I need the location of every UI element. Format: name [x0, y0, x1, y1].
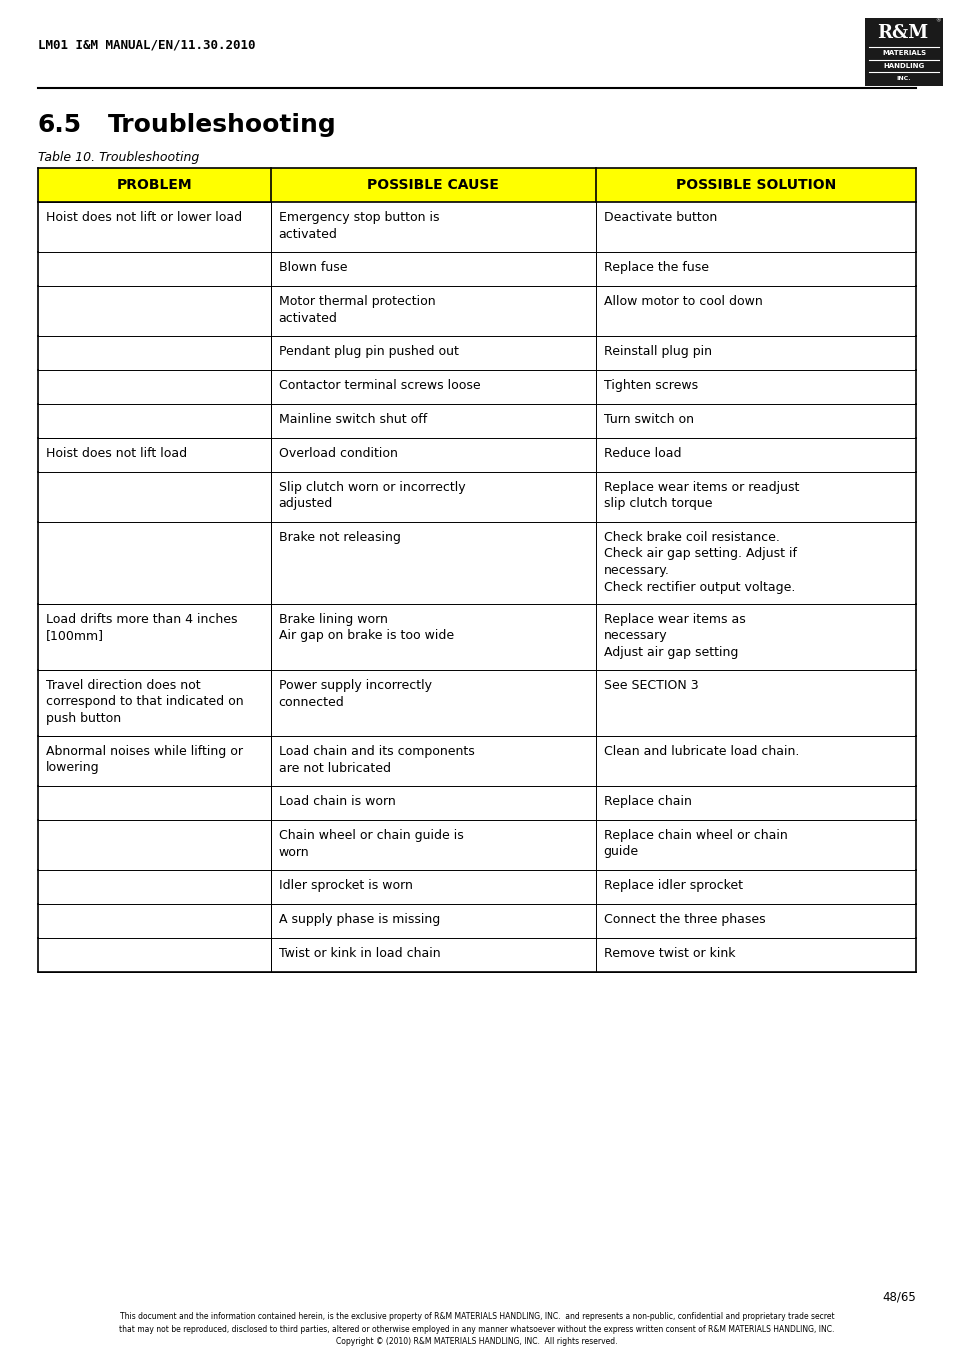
Text: Replace idler sprocket: Replace idler sprocket: [603, 880, 741, 892]
FancyBboxPatch shape: [38, 736, 915, 786]
Text: 48/65: 48/65: [882, 1290, 915, 1302]
Text: Reduce load: Reduce load: [603, 447, 680, 459]
Text: Slip clutch worn or incorrectly
adjusted: Slip clutch worn or incorrectly adjusted: [278, 481, 465, 511]
Text: Check brake coil resistance.
Check air gap setting. Adjust if
necessary.
Check r: Check brake coil resistance. Check air g…: [603, 531, 796, 593]
Text: Idler sprocket is worn: Idler sprocket is worn: [278, 880, 412, 892]
FancyBboxPatch shape: [864, 18, 942, 86]
Text: Replace wear items as
necessary
Adjust air gap setting: Replace wear items as necessary Adjust a…: [603, 613, 744, 659]
Text: Brake not releasing: Brake not releasing: [278, 531, 400, 544]
FancyBboxPatch shape: [38, 253, 915, 286]
Text: Blown fuse: Blown fuse: [278, 261, 347, 274]
FancyBboxPatch shape: [38, 938, 915, 971]
Text: Turn switch on: Turn switch on: [603, 413, 693, 426]
Text: Connect the three phases: Connect the three phases: [603, 913, 764, 925]
Text: R&M: R&M: [876, 24, 927, 42]
Text: Hoist does not lift or lower load: Hoist does not lift or lower load: [46, 211, 242, 224]
Text: Overload condition: Overload condition: [278, 447, 397, 459]
FancyBboxPatch shape: [38, 438, 915, 471]
Text: ®: ®: [934, 18, 940, 23]
Text: Chain wheel or chain guide is
worn: Chain wheel or chain guide is worn: [278, 830, 463, 858]
FancyBboxPatch shape: [38, 168, 915, 203]
Text: Load drifts more than 4 inches
[100mm]: Load drifts more than 4 inches [100mm]: [46, 613, 237, 643]
Text: Pendant plug pin pushed out: Pendant plug pin pushed out: [278, 345, 458, 358]
Text: Tighten screws: Tighten screws: [603, 380, 697, 392]
Text: Load chain and its components
are not lubricated: Load chain and its components are not lu…: [278, 744, 474, 774]
Text: Hoist does not lift load: Hoist does not lift load: [46, 447, 187, 459]
Text: Replace chain wheel or chain
guide: Replace chain wheel or chain guide: [603, 830, 786, 858]
Text: HANDLING: HANDLING: [882, 63, 923, 69]
FancyBboxPatch shape: [38, 820, 915, 870]
FancyBboxPatch shape: [38, 904, 915, 938]
Text: Travel direction does not
correspond to that indicated on
push button: Travel direction does not correspond to …: [46, 680, 243, 725]
Text: POSSIBLE SOLUTION: POSSIBLE SOLUTION: [675, 178, 835, 192]
Text: This document and the information contained herein, is the exclusive property of: This document and the information contai…: [119, 1312, 834, 1346]
Text: Replace chain: Replace chain: [603, 794, 691, 808]
Text: 6.5: 6.5: [38, 113, 82, 136]
FancyBboxPatch shape: [38, 521, 915, 604]
FancyBboxPatch shape: [38, 870, 915, 904]
Text: See SECTION 3: See SECTION 3: [603, 680, 698, 692]
Text: Motor thermal protection
activated: Motor thermal protection activated: [278, 295, 435, 324]
Text: Table 10. Troubleshooting: Table 10. Troubleshooting: [38, 151, 199, 165]
FancyBboxPatch shape: [38, 604, 915, 670]
Text: Clean and lubricate load chain.: Clean and lubricate load chain.: [603, 744, 798, 758]
FancyBboxPatch shape: [38, 786, 915, 820]
Text: Power supply incorrectly
connected: Power supply incorrectly connected: [278, 680, 431, 708]
Text: MATERIALS: MATERIALS: [881, 50, 925, 57]
Text: PROBLEM: PROBLEM: [116, 178, 192, 192]
Text: POSSIBLE CAUSE: POSSIBLE CAUSE: [367, 178, 498, 192]
Text: INC.: INC.: [896, 76, 910, 81]
FancyBboxPatch shape: [38, 336, 915, 370]
Text: Load chain is worn: Load chain is worn: [278, 794, 395, 808]
Text: Mainline switch shut off: Mainline switch shut off: [278, 413, 427, 426]
FancyBboxPatch shape: [38, 404, 915, 438]
Text: Contactor terminal screws loose: Contactor terminal screws loose: [278, 380, 479, 392]
Text: Allow motor to cool down: Allow motor to cool down: [603, 295, 761, 308]
Text: Replace the fuse: Replace the fuse: [603, 261, 708, 274]
FancyBboxPatch shape: [38, 203, 915, 253]
Text: Brake lining worn
Air gap on brake is too wide: Brake lining worn Air gap on brake is to…: [278, 613, 454, 643]
FancyBboxPatch shape: [38, 286, 915, 336]
FancyBboxPatch shape: [38, 370, 915, 404]
Text: Emergency stop button is
activated: Emergency stop button is activated: [278, 211, 438, 240]
Text: Replace wear items or readjust
slip clutch torque: Replace wear items or readjust slip clut…: [603, 481, 798, 511]
Text: Twist or kink in load chain: Twist or kink in load chain: [278, 947, 440, 961]
Text: A supply phase is missing: A supply phase is missing: [278, 913, 439, 925]
FancyBboxPatch shape: [38, 471, 915, 521]
Text: Troubleshooting: Troubleshooting: [108, 113, 336, 136]
Text: LM01 I&M MANUAL/EN/11.30.2010: LM01 I&M MANUAL/EN/11.30.2010: [38, 38, 255, 51]
Text: Abnormal noises while lifting or
lowering: Abnormal noises while lifting or lowerin…: [46, 744, 243, 774]
Text: Reinstall plug pin: Reinstall plug pin: [603, 345, 711, 358]
Text: Deactivate button: Deactivate button: [603, 211, 716, 224]
Text: Remove twist or kink: Remove twist or kink: [603, 947, 734, 961]
FancyBboxPatch shape: [38, 670, 915, 736]
